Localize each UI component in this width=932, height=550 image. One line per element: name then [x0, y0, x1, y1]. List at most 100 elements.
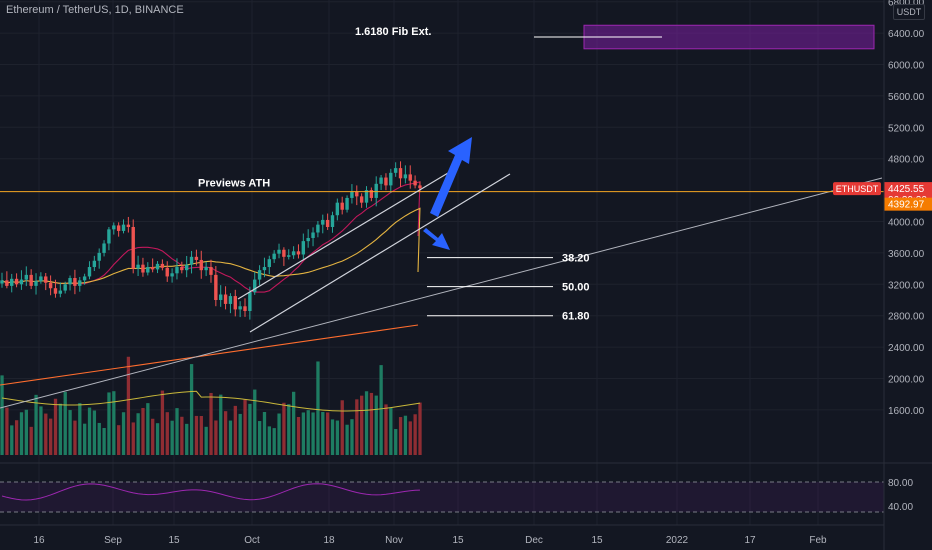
volume-bar	[272, 428, 276, 455]
volume-bar	[355, 399, 359, 455]
volume-bar	[316, 361, 320, 455]
volume-bar	[287, 404, 291, 455]
candle-body	[53, 288, 58, 294]
volume-bar	[233, 405, 237, 455]
candle-body	[78, 280, 82, 286]
volume-bar	[180, 416, 184, 455]
volume-bar	[19, 412, 24, 455]
candle-body	[262, 267, 267, 271]
candle-body	[374, 183, 378, 198]
candle-body	[58, 290, 63, 294]
candle-body	[29, 274, 33, 286]
volume-bar	[29, 426, 33, 455]
volume-bar	[194, 415, 199, 455]
candle-body	[316, 224, 320, 233]
volume-bar	[53, 398, 58, 455]
currency-badge[interactable]: USDT	[893, 4, 925, 20]
ma-mid-line	[1, 207, 421, 284]
candle-body	[393, 168, 398, 173]
candle-body	[408, 174, 412, 181]
candle-body	[116, 225, 121, 231]
volume-bar	[44, 413, 48, 455]
volume-bar	[296, 417, 301, 455]
volume-bar	[214, 420, 218, 455]
support-trendline	[0, 177, 883, 409]
arrow-up-icon	[430, 137, 472, 217]
candle-body	[311, 232, 315, 238]
volume-bar	[277, 413, 281, 455]
volume-bar	[408, 421, 412, 455]
price-tick: 2800.00	[888, 312, 925, 323]
candle-body	[355, 191, 359, 197]
volume-bar	[228, 420, 233, 455]
volume-bar	[369, 392, 374, 455]
volume-bar	[185, 423, 189, 455]
candle-body	[277, 249, 281, 254]
volume-bar	[97, 422, 101, 455]
candle-body	[19, 279, 24, 285]
candle-body	[204, 267, 208, 271]
volume-bar	[92, 410, 97, 455]
volume-bar	[87, 407, 92, 455]
volume-bar	[107, 392, 111, 455]
volume-bar	[384, 404, 388, 455]
candle-body	[301, 241, 306, 255]
volume-bar	[73, 420, 77, 455]
time-tick: Dec	[525, 535, 543, 546]
symbol-title[interactable]: Ethereum / TetherUS, 1D, BINANCE	[6, 4, 184, 16]
price-tick: 2000.00	[888, 375, 925, 386]
volume-bar	[112, 391, 116, 455]
volume-bar	[321, 411, 325, 455]
previous-ath-label: Previews ATH	[198, 178, 270, 190]
volume-bar	[131, 422, 135, 455]
candle-body	[335, 202, 340, 216]
time-tick: 15	[591, 535, 603, 546]
candle-body	[228, 296, 233, 304]
candle-body	[150, 267, 155, 270]
candle-body	[287, 255, 291, 257]
symbol-tag-label: ETHUSDT	[836, 184, 879, 194]
volume-bar	[301, 412, 306, 455]
time-tick: Nov	[385, 535, 403, 546]
volume-bar	[306, 410, 310, 455]
price-tick: 6000.00	[888, 61, 925, 72]
price-tick: 5600.00	[888, 92, 925, 103]
volume-bar	[141, 407, 145, 455]
volume-bar	[364, 391, 369, 455]
candle-body	[34, 281, 38, 286]
volume-bar	[394, 429, 398, 455]
candle-body	[102, 243, 106, 253]
volume-bar	[243, 399, 247, 455]
candle-body	[141, 264, 145, 273]
symbol-tag	[833, 182, 881, 196]
candle-body	[389, 172, 393, 186]
volume-bar	[83, 423, 87, 455]
candle-body	[384, 177, 388, 186]
volume-bar	[121, 412, 126, 455]
volume-bar	[102, 427, 106, 455]
price-tick: 4800.00	[888, 155, 925, 166]
volume-bar	[68, 410, 72, 455]
time-tick: 18	[323, 535, 335, 546]
candle-body	[121, 224, 126, 231]
fib-level-label: 38.20	[562, 253, 590, 265]
candle-body	[398, 168, 403, 179]
candle-body	[282, 249, 286, 257]
volume-bar	[374, 395, 378, 455]
candle-body	[403, 174, 408, 179]
volume-bar	[398, 417, 403, 455]
volume-bar	[223, 411, 228, 455]
volume-bar	[340, 400, 344, 455]
volume-bar	[389, 407, 393, 455]
volume-bar	[24, 409, 28, 455]
volume-bar	[350, 419, 354, 455]
candle-body	[359, 196, 364, 203]
candle-body	[44, 276, 48, 283]
volume-bar	[209, 392, 213, 455]
candle-body	[112, 225, 116, 230]
volume-bar	[58, 403, 63, 455]
candle-body	[73, 278, 77, 286]
rsi-tick: 80.00	[888, 478, 913, 489]
candle-body	[199, 259, 203, 271]
